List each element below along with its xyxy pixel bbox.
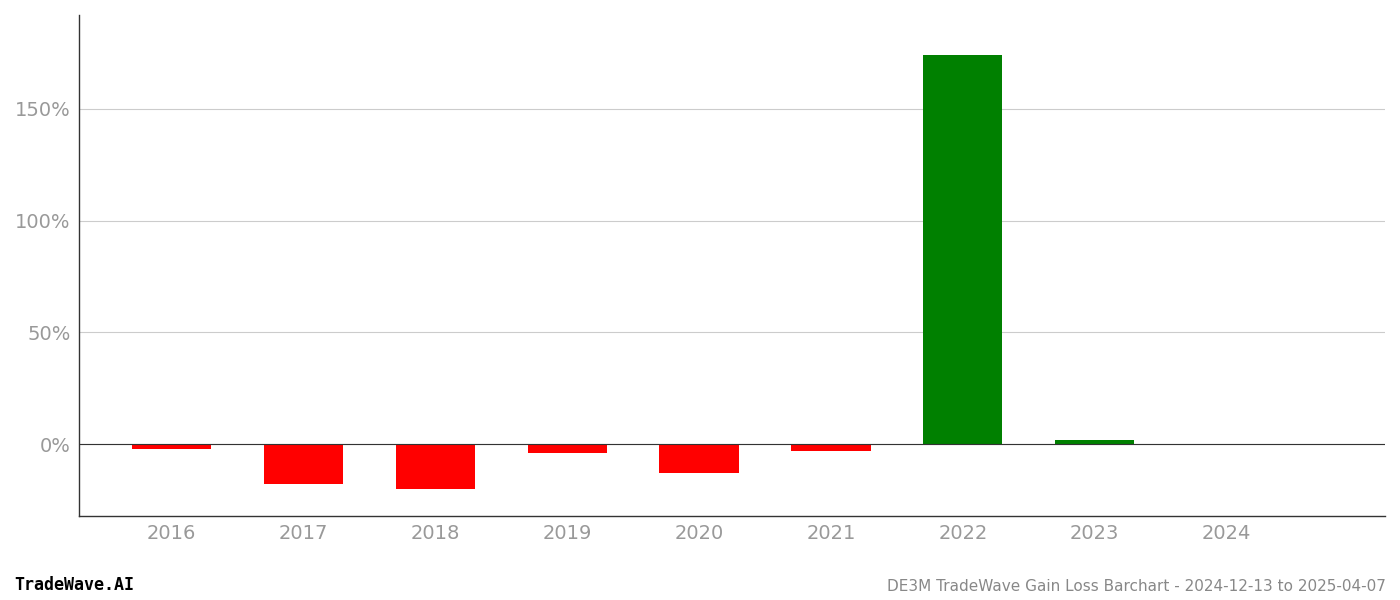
- Text: TradeWave.AI: TradeWave.AI: [14, 576, 134, 594]
- Bar: [1056, 440, 1134, 444]
- Bar: [659, 444, 739, 473]
- Bar: [791, 444, 871, 451]
- Bar: [396, 444, 475, 489]
- Bar: [132, 444, 211, 449]
- Bar: [528, 444, 606, 453]
- Text: DE3M TradeWave Gain Loss Barchart - 2024-12-13 to 2025-04-07: DE3M TradeWave Gain Loss Barchart - 2024…: [888, 579, 1386, 594]
- Bar: [924, 55, 1002, 444]
- Bar: [263, 444, 343, 484]
